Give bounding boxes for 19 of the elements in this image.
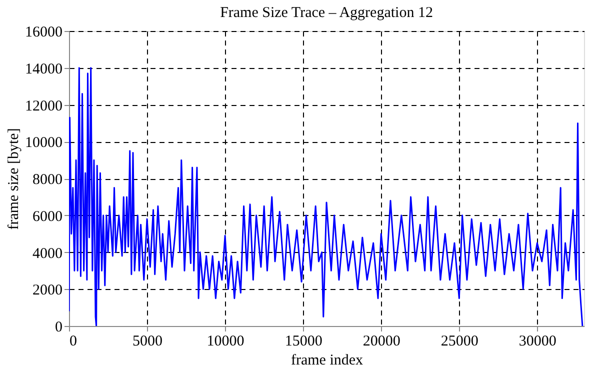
y-tick-label: 6000 xyxy=(32,208,62,225)
x-tick-label: 0 xyxy=(70,334,77,350)
y-tick-label: 0 xyxy=(55,320,62,336)
y-axis-title: frame size [byte] xyxy=(6,128,22,230)
x-tick-label: 20000 xyxy=(362,334,400,350)
x-tick-label: 5000 xyxy=(132,334,163,350)
y-tick-label: 14000 xyxy=(25,61,62,78)
x-tick-label: 10000 xyxy=(206,334,244,350)
x-tick-label: 25000 xyxy=(440,334,478,350)
y-tick-label: 16000 xyxy=(25,24,62,40)
y-tick-label: 10000 xyxy=(25,135,62,152)
y-tick-label: 12000 xyxy=(25,98,62,114)
y-tick-label: 2000 xyxy=(32,282,62,299)
y-tick-label: 4000 xyxy=(32,246,62,262)
chart-title: Frame Size Trace – Aggregation 12 xyxy=(220,5,433,21)
y-tick-label: 8000 xyxy=(32,172,62,188)
x-tick-label: 15000 xyxy=(284,334,322,350)
x-tick-label: 30000 xyxy=(518,334,556,350)
x-axis-title: frame index xyxy=(290,352,364,368)
